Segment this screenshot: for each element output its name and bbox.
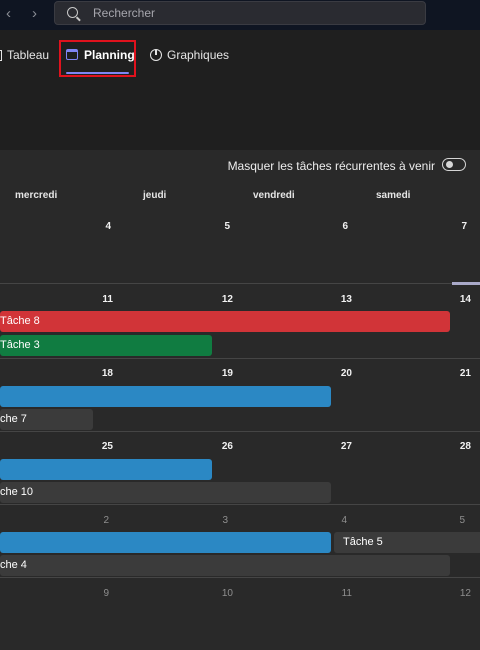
task-bar[interactable]	[0, 459, 212, 480]
task-bar[interactable]: Tâche 3	[0, 335, 212, 356]
tab-planning-label: Planning	[84, 48, 135, 62]
hide-recurring-toggle[interactable]	[442, 158, 466, 171]
day-number[interactable]: 26	[221, 441, 233, 452]
task-bar[interactable]	[0, 532, 331, 553]
task-bar[interactable]: Tâche 8	[0, 311, 450, 332]
title-bar: ‹ ›	[0, 0, 480, 30]
day-number[interactable]: 21	[459, 368, 471, 379]
day-number[interactable]: 20	[340, 368, 352, 379]
weekday-header: samedi	[376, 190, 411, 201]
task-bar[interactable]: che 10	[0, 482, 331, 503]
task-label: Tâche 3	[0, 339, 40, 351]
day-number[interactable]: 14	[459, 294, 471, 305]
week-divider	[0, 504, 480, 505]
hide-recurring-label: Masquer les tâches récurrentes à venir	[227, 159, 435, 173]
day-number[interactable]: 5	[224, 221, 230, 232]
toggle-knob	[446, 161, 453, 168]
day-number[interactable]: 11	[341, 588, 352, 599]
day-number[interactable]: 28	[459, 441, 471, 452]
day-number[interactable]: 2	[103, 515, 109, 526]
day-number[interactable]: 25	[101, 441, 113, 452]
task-bar[interactable]	[0, 386, 331, 407]
tab-tableau[interactable]: Tableau	[0, 48, 49, 62]
task-label: che 10	[0, 486, 34, 498]
day-number[interactable]: 4	[341, 515, 347, 526]
day-number[interactable]: 19	[221, 368, 233, 379]
day-number[interactable]: 10	[221, 588, 233, 599]
calendar-icon	[66, 49, 78, 60]
tab-planning[interactable]: Planning	[66, 48, 135, 62]
day-number[interactable]: 11	[102, 294, 113, 305]
search-icon	[67, 7, 78, 18]
day-number[interactable]: 27	[340, 441, 352, 452]
task-bar[interactable]: che 7	[0, 409, 93, 430]
search-box[interactable]	[54, 1, 426, 25]
day-number[interactable]: 12	[221, 294, 233, 305]
active-tab-indicator	[66, 72, 129, 74]
focus-highlight	[59, 40, 136, 77]
day-number[interactable]: 13	[340, 294, 352, 305]
day-number[interactable]: 6	[342, 221, 348, 232]
forward-arrow-icon[interactable]: ›	[32, 5, 37, 22]
tab-graphiques[interactable]: Graphiques	[150, 48, 229, 62]
day-number[interactable]: 3	[222, 515, 228, 526]
day-number[interactable]: 18	[101, 368, 113, 379]
today-indicator	[452, 282, 480, 285]
task-label: che 7	[0, 413, 27, 425]
chart-icon	[150, 49, 162, 61]
task-bar[interactable]: Tâche 5	[334, 532, 480, 553]
day-number[interactable]: 12	[459, 588, 471, 599]
weekday-header: mercredi	[15, 190, 58, 201]
week-divider	[0, 283, 480, 284]
weekday-header: jeudi	[143, 190, 167, 201]
back-arrow-icon[interactable]: ‹	[6, 5, 11, 22]
board-icon	[0, 50, 2, 61]
view-tabs	[0, 30, 480, 88]
week-divider	[0, 577, 480, 578]
search-input[interactable]	[93, 6, 413, 20]
task-label: Tâche 5	[343, 536, 383, 548]
tab-graphiques-label: Graphiques	[167, 48, 230, 62]
tab-tableau-label: Tableau	[7, 48, 50, 62]
task-bar[interactable]: che 4	[0, 555, 450, 576]
day-number[interactable]: 7	[461, 221, 467, 232]
day-number[interactable]: 5	[459, 515, 465, 526]
day-number[interactable]: 9	[103, 588, 109, 599]
weekday-header: vendredi	[253, 190, 295, 201]
day-number[interactable]: 4	[105, 221, 111, 232]
week-divider	[0, 358, 480, 359]
toolbar-area	[0, 88, 480, 150]
task-label: Tâche 8	[0, 315, 40, 327]
task-label: che 4	[0, 559, 27, 571]
week-divider	[0, 431, 480, 432]
